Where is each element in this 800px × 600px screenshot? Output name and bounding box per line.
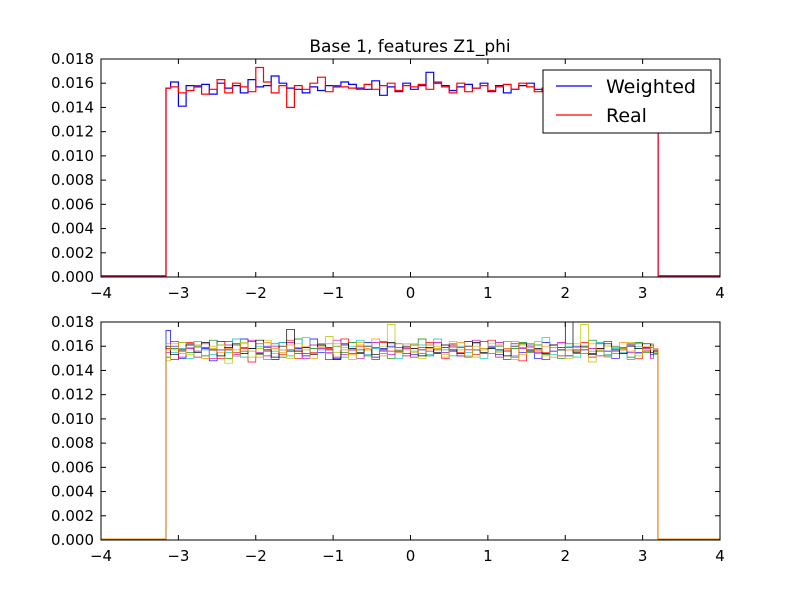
y-tick-label: 0.014 — [51, 361, 94, 379]
bottom-series-group — [101, 321, 720, 540]
x-tick-label: 2 — [560, 284, 570, 302]
y-tick-label: 0.012 — [51, 386, 94, 404]
legend-label-weighted: Weighted — [606, 76, 696, 98]
x-tick-label: −2 — [245, 547, 267, 565]
y-tick-label: 0.000 — [51, 268, 94, 286]
legend-box — [542, 69, 712, 134]
x-tick-label: 3 — [638, 547, 648, 565]
x-tick-label: 4 — [715, 284, 725, 302]
y-tick-label: 0.018 — [51, 313, 94, 331]
y-tick-label: 0.016 — [51, 74, 94, 92]
y-tick-label: 0.004 — [51, 220, 94, 238]
legend-label-real: Real — [606, 105, 647, 127]
x-tick-label: 3 — [638, 284, 648, 302]
chart-title: Base 1, features Z1_phi — [309, 37, 510, 57]
bottom-series-6 — [101, 324, 720, 540]
x-tick-label: −1 — [322, 284, 344, 302]
y-tick-label: 0.014 — [51, 98, 94, 116]
y-tick-label: 0.004 — [51, 483, 94, 501]
x-tick-label: 0 — [406, 547, 416, 565]
x-tick-label: 0 — [406, 284, 416, 302]
x-tick-label: 2 — [560, 547, 570, 565]
y-tick-label: 0.002 — [51, 507, 94, 525]
y-tick-label: 0.016 — [51, 337, 94, 355]
x-tick-label: −3 — [167, 547, 189, 565]
top-subplot: Base 1, features Z1_phi −4 −3 −2 −1 0 1 2 3 4 0.0… — [51, 37, 725, 302]
x-tick-label: −4 — [90, 284, 112, 302]
bottom-series-8 — [101, 338, 720, 540]
y-tick-label: 0.006 — [51, 458, 94, 476]
y-tick-label: 0.018 — [51, 50, 94, 68]
x-tick-label: −4 — [90, 547, 112, 565]
x-tick-label: 1 — [483, 547, 493, 565]
y-tick-label: 0.008 — [51, 171, 94, 189]
y-tick-label: 0.012 — [51, 123, 94, 141]
top-ticks-group: −4 −3 −2 −1 0 1 2 3 4 0.000 0.002 0.004 0.006 0.008 0.… — [51, 50, 725, 302]
y-tick-label: 0.008 — [51, 434, 94, 452]
y-tick-label: 0.006 — [51, 195, 94, 213]
y-tick-label: 0.002 — [51, 244, 94, 262]
bottom-ticks-group: −4 −3 −2 −1 0 1 2 3 4 0.000 0.002 0.004 0.006 0.008 0.… — [51, 313, 725, 565]
legend: Weighted Real — [542, 69, 712, 134]
bottom-subplot: −4 −3 −2 −1 0 1 2 3 4 0.000 0.002 0.004 0.006 0.008 0.… — [51, 313, 725, 565]
x-tick-label: −1 — [322, 547, 344, 565]
x-tick-label: 4 — [715, 547, 725, 565]
y-tick-label: 0.010 — [51, 410, 94, 428]
y-tick-label: 0.010 — [51, 147, 94, 165]
bottom-series-5 — [101, 339, 720, 540]
x-tick-label: −3 — [167, 284, 189, 302]
y-tick-label: 0.000 — [51, 531, 94, 549]
x-tick-label: 1 — [483, 284, 493, 302]
x-tick-label: −2 — [245, 284, 267, 302]
